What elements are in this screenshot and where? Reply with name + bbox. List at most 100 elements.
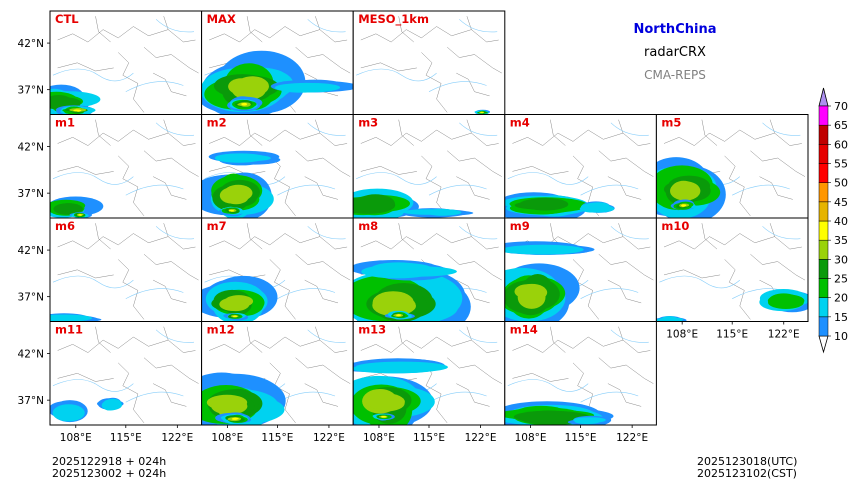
colorbar-segment	[818, 124, 829, 145]
province-boundary	[550, 326, 566, 353]
province-boundary	[750, 254, 806, 281]
province-boundary	[572, 259, 599, 320]
y-tick-label: 37°N	[18, 292, 44, 304]
colorbar-label: 30	[834, 253, 848, 266]
river-line	[307, 122, 346, 136]
province-boundary	[512, 373, 569, 382]
member-label: MESO_1km	[358, 12, 429, 27]
member-label: MAX	[207, 12, 236, 26]
river-line	[125, 391, 184, 403]
panel-m7: m7	[201, 217, 354, 322]
river-line	[459, 19, 498, 33]
radar-echo	[383, 263, 435, 278]
colorbar-segment	[818, 182, 829, 203]
province-boundary	[421, 155, 448, 217]
radar-echo	[74, 109, 82, 112]
river-line	[356, 172, 437, 185]
radar-echo	[582, 205, 615, 213]
river-line	[155, 329, 195, 343]
province-boundary	[304, 383, 339, 407]
province-boundary	[456, 176, 490, 200]
province-boundary	[724, 155, 751, 217]
province-boundary	[269, 362, 296, 424]
province-boundary	[421, 52, 448, 113]
river-line	[459, 226, 498, 240]
province-boundary	[209, 336, 348, 353]
y-tick-label: 37°N	[18, 395, 44, 407]
colorbar-label: 25	[834, 273, 848, 286]
province-boundary	[607, 383, 642, 407]
radar-echo	[224, 295, 254, 308]
river-line	[277, 184, 336, 196]
radar-echo	[211, 397, 248, 415]
y-tick-label: 42°N	[18, 142, 44, 154]
member-label: m6	[55, 219, 75, 233]
model-title: CMA-REPS	[644, 68, 706, 82]
panel-m4: m4	[504, 114, 657, 219]
province-boundary	[598, 357, 654, 384]
province-boundary	[143, 47, 199, 74]
x-tick-label: 108°E	[60, 432, 92, 444]
river-line	[428, 81, 487, 92]
province-boundary	[360, 233, 499, 250]
province-boundary	[398, 16, 414, 43]
colorbar-label: 20	[834, 292, 848, 305]
province-boundary	[152, 383, 187, 407]
member-label: m11	[55, 323, 83, 337]
variable-title: radarCRX	[644, 45, 706, 60]
radar-echo	[78, 214, 83, 216]
province-boundary	[118, 155, 145, 217]
province-boundary	[512, 166, 569, 175]
province-boundary	[447, 357, 502, 384]
province-boundary	[246, 326, 263, 353]
radar-echo	[219, 187, 243, 204]
x-tick-label: 108°E	[515, 432, 547, 444]
radar-echo	[215, 153, 266, 162]
colorbar-segment	[818, 105, 829, 126]
x-tick-label: 108°E	[211, 432, 243, 444]
province-boundary	[269, 259, 296, 320]
colorbar-segment	[818, 259, 829, 279]
province-boundary	[447, 150, 502, 177]
province-boundary	[750, 150, 806, 177]
river-line	[507, 379, 589, 392]
x-tick-label: 115°E	[110, 432, 142, 444]
y-tick-label: 37°N	[18, 85, 44, 97]
x-tick-label: 122°E	[616, 432, 648, 444]
panel-m11: m11 42°N 37°N 108°E 115°E 122°E	[18, 321, 203, 444]
radar-echo	[233, 315, 238, 317]
province-boundary	[95, 119, 111, 146]
init-time-cst: 2025123002 + 024h	[52, 467, 167, 480]
radar-echo	[58, 405, 84, 421]
province-boundary	[152, 72, 187, 97]
province-boundary	[95, 16, 111, 43]
member-label: CTL	[55, 12, 79, 26]
x-tick-label: 108°E	[363, 432, 395, 444]
province-boundary	[269, 155, 296, 217]
panel-m6: m6 42°N 37°N	[18, 217, 203, 322]
x-tick-label: 122°E	[465, 432, 497, 444]
province-boundary	[360, 62, 417, 72]
y-tick-label: 42°N	[18, 245, 44, 257]
colorbar-segment	[818, 316, 829, 337]
colorbar-segment	[818, 220, 829, 241]
colorbar-label: 45	[834, 196, 848, 209]
river-line	[659, 275, 740, 289]
river-line	[610, 122, 649, 136]
river-line	[125, 288, 184, 299]
radar-echo	[397, 314, 401, 316]
colorbar-label: 55	[834, 158, 848, 171]
panel-m12: m12 108°E 115°E 122°E	[201, 321, 354, 444]
member-label: m3	[358, 116, 378, 130]
province-boundary	[607, 176, 642, 200]
province-boundary	[209, 26, 348, 43]
province-boundary	[118, 362, 145, 424]
river-line	[762, 122, 801, 136]
province-boundary	[512, 336, 651, 353]
river-line	[52, 68, 134, 82]
province-boundary	[398, 326, 414, 353]
province-boundary	[246, 16, 263, 43]
province-boundary	[57, 336, 196, 353]
river-line	[610, 329, 649, 343]
